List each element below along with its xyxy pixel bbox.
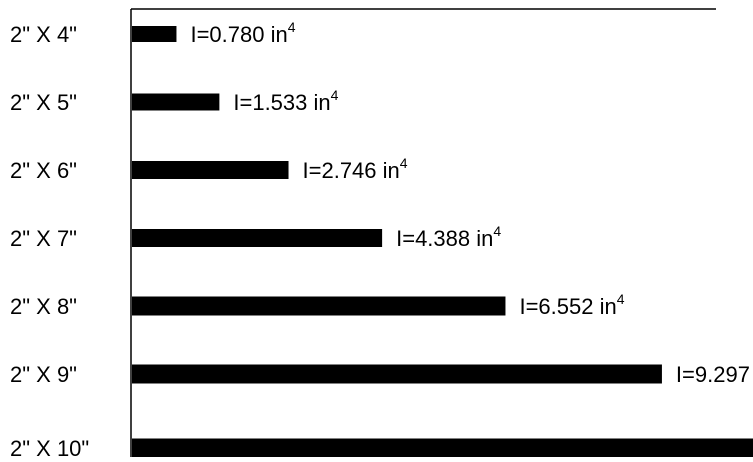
- data-label-value: I=9.297 in: [676, 362, 753, 387]
- bar: [132, 438, 753, 458]
- data-label-exponent: 4: [493, 223, 501, 239]
- bar: [132, 296, 506, 316]
- data-label: I=6.552 in4: [519, 291, 624, 319]
- data-label-exponent: 4: [331, 87, 339, 103]
- data-label: I=1.533 in4: [233, 87, 338, 115]
- category-label: 2" X 4": [10, 22, 77, 47]
- data-label-value: I=0.780 in: [190, 22, 287, 47]
- data-label-value: I=4.388 in: [396, 226, 493, 251]
- data-label: I=9.297 in4: [676, 359, 753, 387]
- data-label-value: I=6.552 in: [519, 294, 616, 319]
- category-label: 2" X 7": [10, 226, 77, 251]
- data-label: I=4.388 in4: [396, 223, 501, 251]
- category-label: 2" X 10": [10, 436, 89, 457]
- category-label: 2" X 9": [10, 362, 77, 387]
- data-label-exponent: 4: [288, 19, 296, 35]
- data-label-exponent: 4: [617, 291, 625, 307]
- data-label: I=2.746 in4: [303, 155, 408, 183]
- bar: [132, 229, 383, 247]
- data-label: I=0.780 in4: [190, 19, 295, 47]
- data-label-exponent: 4: [400, 155, 408, 171]
- category-label: 2" X 5": [10, 90, 77, 115]
- bar: [132, 364, 662, 384]
- bar: [132, 93, 220, 111]
- bar: [132, 161, 289, 179]
- category-label: 2" X 8": [10, 294, 77, 319]
- data-label-value: I=2.746 in: [303, 158, 400, 183]
- bar: [132, 26, 177, 42]
- category-label: 2" X 6": [10, 158, 77, 183]
- data-label-value: I=1.533 in: [233, 90, 330, 115]
